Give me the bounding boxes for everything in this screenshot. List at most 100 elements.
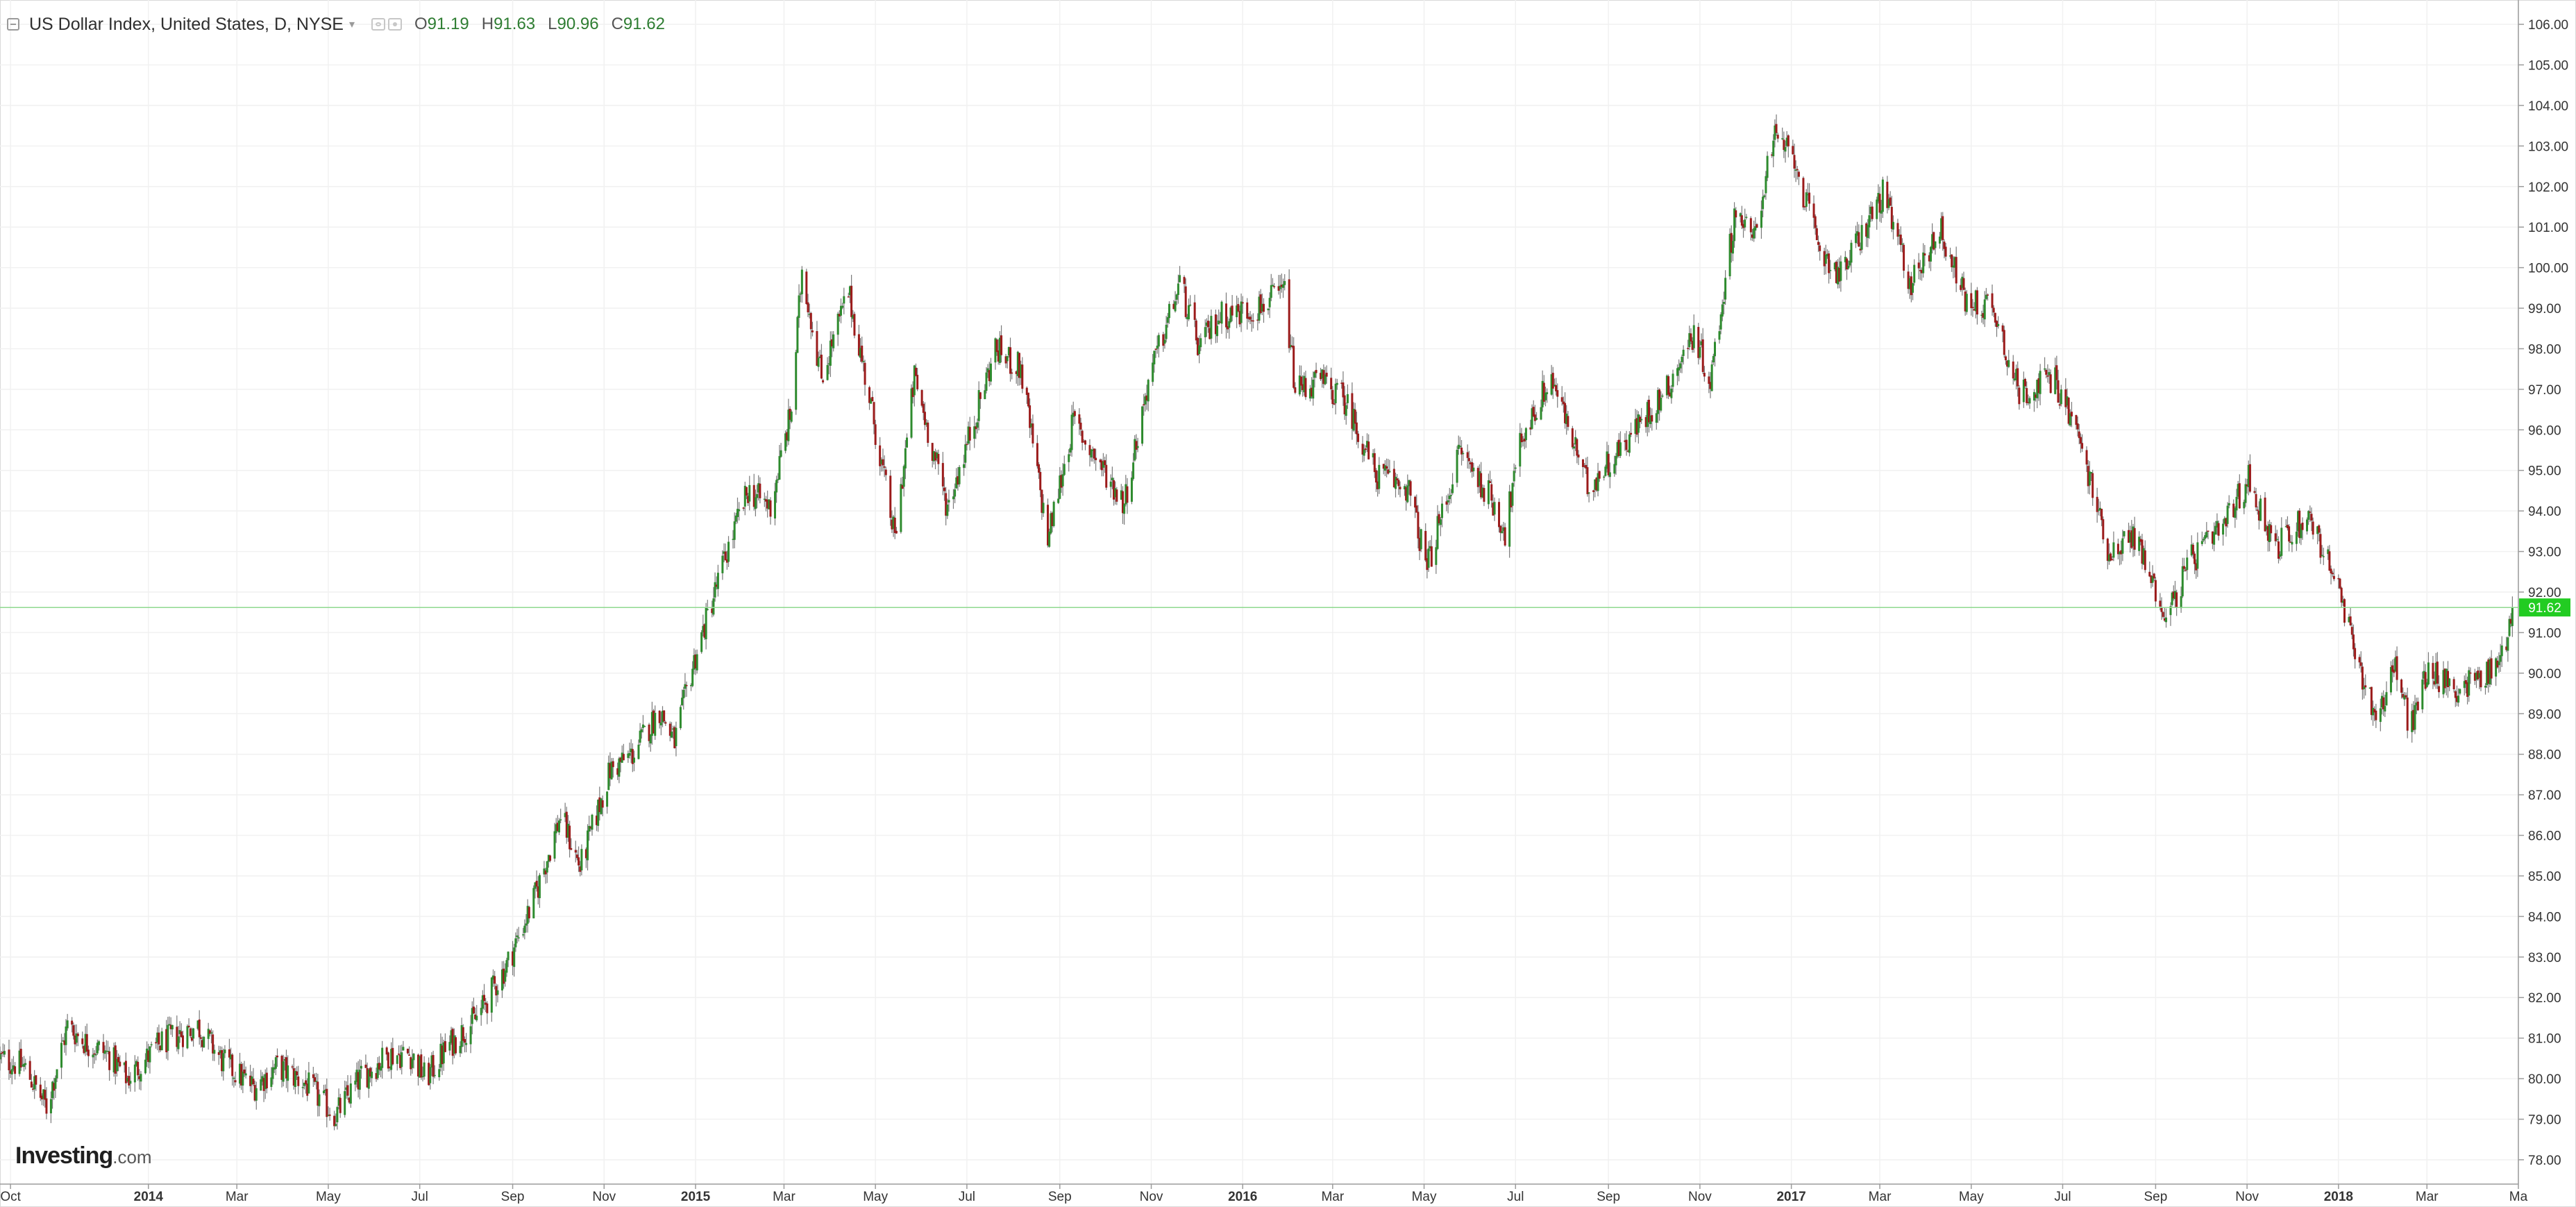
caret-down-icon[interactable]: ▾ (348, 19, 355, 31)
candle-body (1240, 301, 1243, 323)
candle-body (1249, 316, 1252, 320)
candle-body (1655, 413, 1658, 423)
candle-body (1354, 410, 1356, 424)
candle-body (2414, 704, 2416, 730)
candle-body (1745, 217, 1748, 218)
candle-body (998, 337, 1001, 363)
candle-body (1420, 529, 1422, 550)
candle-body (1890, 207, 1893, 229)
gear-icon[interactable] (388, 18, 402, 31)
candle-body (1697, 327, 1700, 358)
candle-body (679, 707, 682, 729)
candle-body (2341, 600, 2344, 603)
candle-body (270, 1077, 273, 1087)
candle-body (1700, 341, 1703, 346)
candle-body (1735, 210, 1737, 218)
candle-body (1273, 286, 1276, 287)
candle-body (401, 1052, 403, 1067)
y-tick-label: 94.00 (2528, 505, 2561, 519)
candle-body (322, 1090, 325, 1094)
candle-body (1395, 476, 1397, 489)
candle-body (2022, 379, 2025, 403)
candle-body (1280, 285, 1283, 287)
candle-body (2165, 617, 2168, 623)
y-tick-label: 80.00 (2528, 1072, 2561, 1087)
candle-body (354, 1080, 357, 1085)
candle-body (1383, 465, 1386, 471)
candle-body (103, 1050, 106, 1054)
candle-body (641, 724, 644, 728)
candle-body (964, 444, 967, 463)
candle-body (2499, 655, 2502, 662)
candle-body (417, 1054, 420, 1077)
candle-body (2013, 378, 2016, 381)
candle-body (2232, 503, 2235, 518)
candle-body (105, 1050, 108, 1052)
candle-body (2348, 616, 2350, 623)
candle-body (1760, 210, 1762, 228)
candle-body (399, 1054, 402, 1068)
candle-body (451, 1029, 454, 1056)
candle-body (255, 1088, 258, 1101)
candle-body (659, 722, 662, 726)
candle-body (555, 824, 557, 834)
candle-body (1532, 407, 1535, 416)
candle-body (670, 732, 673, 738)
candle-body (469, 1026, 472, 1045)
candle-body (274, 1057, 277, 1069)
candle-body (727, 541, 730, 562)
candle-body (556, 822, 559, 832)
candle-body (287, 1065, 289, 1081)
candle-body (1036, 443, 1038, 466)
candle-body (777, 479, 780, 480)
candle-body (450, 1030, 453, 1043)
candle-body (503, 968, 505, 984)
candle-body (1440, 503, 1443, 518)
candle-body (706, 609, 709, 611)
collapse-icon[interactable] (7, 18, 19, 31)
candle-body (2017, 368, 2019, 387)
candle-body (2406, 698, 2409, 731)
candle-body (2172, 591, 2175, 599)
candle-body (2216, 521, 2219, 528)
candle-body (1351, 393, 1354, 429)
candle-body (2181, 566, 2184, 597)
candle-body (618, 758, 621, 777)
candle-body (1498, 502, 1501, 527)
candle-body (864, 362, 866, 385)
symbol-title[interactable]: US Dollar Index, United States, D, NYSE (29, 14, 344, 34)
candle-body (411, 1058, 414, 1068)
candle-body (260, 1079, 262, 1091)
candle-body (748, 484, 751, 502)
candle-body (901, 484, 904, 489)
candle-body (155, 1042, 158, 1044)
candle-body (239, 1063, 242, 1084)
candle-body (1604, 466, 1607, 476)
candle-body (1262, 303, 1265, 312)
candle-body (1051, 512, 1054, 527)
candle-body (326, 1088, 328, 1117)
candle-body (619, 757, 622, 762)
candle-body (144, 1059, 146, 1074)
candle-body (650, 711, 653, 736)
candle-body (1709, 382, 1712, 389)
candle-body (1100, 460, 1103, 471)
candle-body (1157, 335, 1160, 347)
candle-body (12, 1065, 15, 1070)
candle-body (2180, 596, 2182, 609)
candle-body (818, 356, 821, 358)
candle-body (1847, 265, 1850, 269)
candle-body (221, 1049, 224, 1072)
candle-body (1934, 241, 1937, 248)
candle-body (553, 831, 556, 859)
candle-body (694, 654, 697, 669)
candle-body (1974, 290, 1977, 312)
candle-body (2246, 484, 2248, 487)
eye-icon[interactable] (371, 18, 385, 31)
candle-body (1145, 395, 1148, 401)
candle-body (169, 1024, 172, 1029)
candle-body (534, 882, 537, 889)
candle-body (1887, 199, 1890, 208)
